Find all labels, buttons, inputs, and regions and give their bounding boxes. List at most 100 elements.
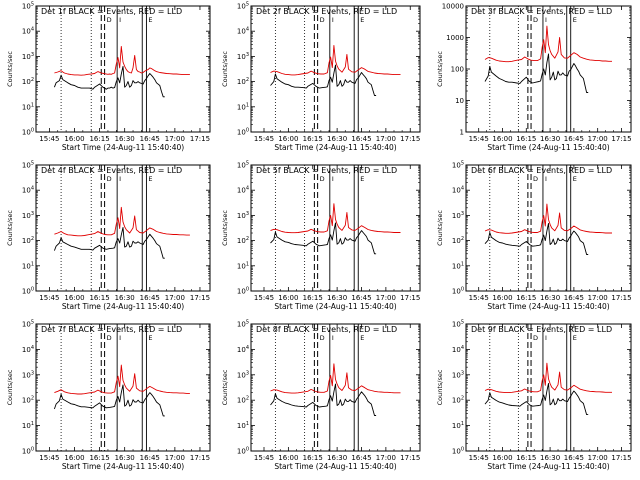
x-tick-label: 17:15	[611, 135, 631, 143]
y-tick-label: 105	[22, 320, 34, 329]
x-tick-label: 17:15	[400, 294, 420, 302]
y-tick-label: 103	[452, 370, 464, 379]
series-lld-line	[270, 363, 401, 394]
x-tick-label: 16:45	[351, 454, 371, 462]
x-tick-label: 16:45	[351, 294, 371, 302]
series-lld-line	[54, 45, 190, 76]
x-tick-label: 16:30	[540, 294, 560, 302]
y-tick-label: 105	[452, 161, 464, 170]
y-tick-label: 101	[452, 421, 464, 430]
series-lld-line	[270, 203, 401, 234]
y-tick-label: 10	[455, 97, 464, 105]
x-axis-label: Start Time (24-Aug-11 15:40:40)	[274, 302, 396, 311]
x-tick-label: 15:45	[39, 294, 59, 302]
y-tick-label: 101	[452, 261, 464, 270]
y-tick-label: 102	[22, 396, 34, 405]
panel-det-3: Det 3f BLACK = Events, RED = LLD Counts/s…	[436, 3, 632, 153]
x-axis-label: Start Time (24-Aug-11 15:40:40)	[62, 462, 184, 471]
x-tick-label: 15:45	[469, 454, 489, 462]
x-tick-label: 16:45	[140, 135, 160, 143]
series-events-line	[484, 382, 589, 416]
x-tick-label: 16:45	[564, 135, 584, 143]
y-tick-label: 104	[452, 186, 464, 195]
y-tick-label: 105	[237, 320, 249, 329]
y-tick-label: 105	[22, 161, 34, 170]
panel-det-7: Det 7f BLACK = Events, RED = LLD Counts/s…	[6, 320, 211, 471]
x-tick-label: 15:45	[254, 135, 274, 143]
x-tick-label: 16:45	[351, 135, 371, 143]
x-tick-label: 16:00	[492, 294, 512, 302]
x-tick-label: 16:00	[278, 135, 298, 143]
series-events-line	[53, 65, 165, 98]
y-tick-label: 101	[22, 102, 34, 111]
y-tick-label: 103	[237, 370, 249, 379]
x-tick-label: 16:15	[516, 135, 536, 143]
x-tick-label: 15:45	[254, 294, 274, 302]
panel-title: Det 4f BLACK = Events, RED = LLD	[41, 166, 182, 175]
x-tick-label: 16:30	[115, 454, 135, 462]
x-tick-label: 17:00	[376, 454, 396, 462]
marker-label: I	[332, 334, 334, 342]
panel-title: Det 9f BLACK = Events, RED = LLD	[471, 325, 612, 334]
x-axis-label: Start Time (24-Aug-11 15:40:40)	[487, 462, 609, 471]
x-tick-label: 16:45	[140, 454, 160, 462]
marker-label: I	[119, 16, 121, 24]
marker-label: D	[533, 334, 538, 342]
y-tick-label: 101	[22, 261, 34, 270]
x-tick-label: 15:45	[469, 294, 489, 302]
x-tick-label: 16:00	[492, 135, 512, 143]
x-tick-label: 16:30	[327, 135, 347, 143]
x-tick-label: 17:15	[611, 454, 631, 462]
x-tick-label: 17:00	[376, 294, 396, 302]
x-tick-label: 16:30	[115, 294, 135, 302]
y-tick-label: 100	[22, 128, 34, 137]
marker-label: E	[148, 175, 152, 183]
x-axis-label: Start Time (24-Aug-11 15:40:40)	[274, 462, 396, 471]
y-tick-label: 100	[452, 287, 464, 296]
x-tick-label: 16:00	[64, 454, 84, 462]
marker-label: E	[573, 334, 577, 342]
plot-frame	[250, 164, 421, 292]
y-tick-label: 104	[237, 27, 249, 36]
y-tick-label: 102	[237, 396, 249, 405]
x-tick-label: 16:30	[327, 454, 347, 462]
plot-frame	[35, 5, 211, 133]
series-lld-line	[54, 206, 190, 237]
marker-label: E	[360, 175, 364, 183]
x-tick-label: 16:15	[516, 294, 536, 302]
x-tick-label: 16:15	[89, 454, 109, 462]
y-tick-label: 103	[22, 211, 34, 220]
series-lld-line	[270, 45, 401, 76]
x-tick-label: 16:30	[540, 135, 560, 143]
marker-label: E	[148, 334, 152, 342]
x-tick-label: 17:15	[400, 135, 420, 143]
marker-label: D	[107, 334, 112, 342]
y-tick-label: 100	[451, 66, 464, 74]
y-tick-label: 104	[22, 345, 34, 354]
y-axis-label: Counts/sec	[221, 51, 229, 87]
series-events-line	[484, 53, 589, 93]
y-tick-label: 102	[452, 236, 464, 245]
x-tick-label: 17:15	[400, 454, 420, 462]
y-tick-label: 103	[22, 370, 34, 379]
y-tick-label: 104	[22, 186, 34, 195]
x-tick-label: 15:45	[469, 135, 489, 143]
marker-label: D	[533, 16, 538, 24]
y-axis-label: Counts/sec	[221, 210, 229, 246]
panel-title: Det 8f BLACK = Events, RED = LLD	[256, 325, 397, 334]
y-tick-label: 104	[452, 345, 464, 354]
marker-label: E	[360, 16, 364, 24]
y-axis-label: Counts/sec	[6, 210, 14, 246]
marker-label: E	[573, 175, 577, 183]
y-tick-label: 100	[22, 287, 34, 296]
y-tick-label: 102	[22, 236, 34, 245]
x-tick-label: 16:00	[64, 294, 84, 302]
series-lld-line	[484, 203, 612, 234]
marker-label: E	[360, 334, 364, 342]
plot-frame	[465, 323, 632, 452]
y-tick-label: 101	[237, 261, 249, 270]
marker-label: I	[332, 175, 334, 183]
x-tick-label: 17:15	[611, 294, 631, 302]
x-tick-label: 17:00	[588, 294, 608, 302]
